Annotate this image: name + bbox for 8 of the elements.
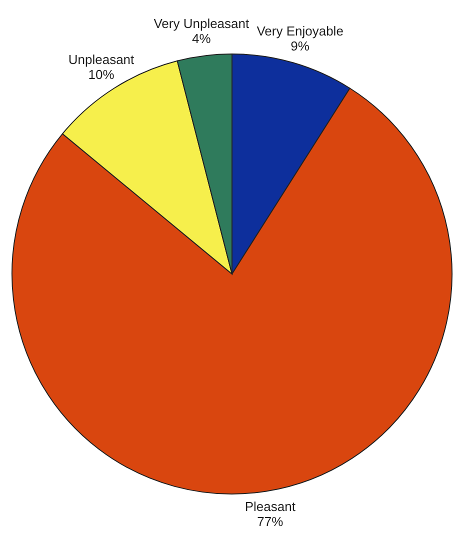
data-label: 9%: [290, 38, 310, 54]
slice-label: Very Enjoyable: [256, 24, 344, 39]
slice-label: Unpleasant: [68, 52, 135, 67]
data-label: 10%: [88, 66, 115, 82]
data-label: 77%: [257, 514, 284, 529]
data-label: 4%: [192, 30, 212, 46]
slice-label: Very Unpleasant: [154, 16, 250, 31]
slice-label: Pleasant: [244, 498, 296, 514]
